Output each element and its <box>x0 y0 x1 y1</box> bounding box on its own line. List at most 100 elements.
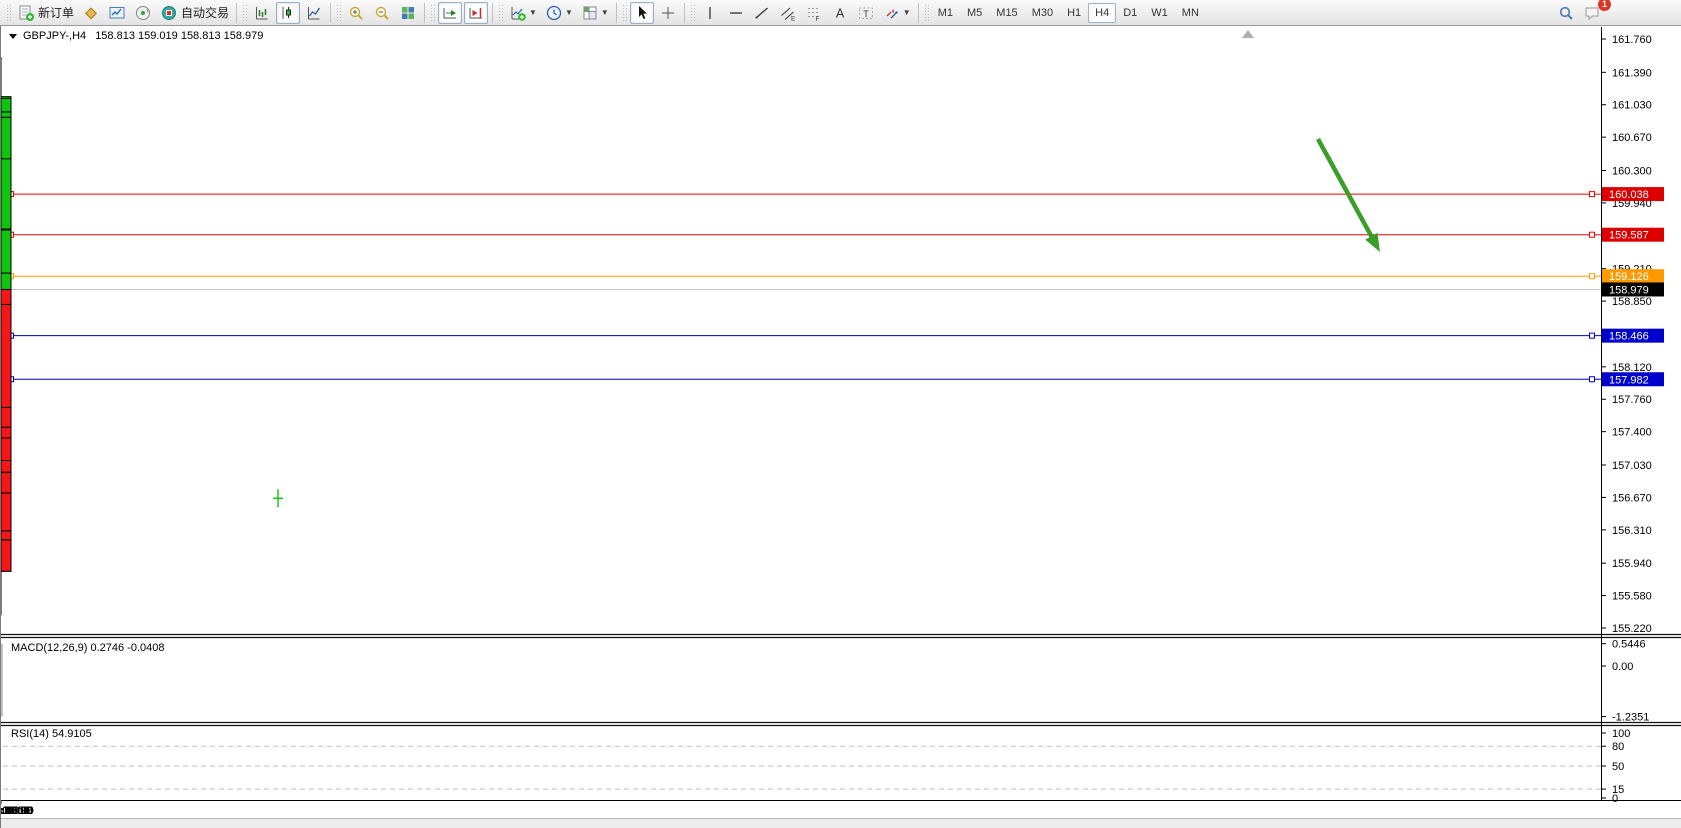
price-line-157.982[interactable] <box>3 376 1601 383</box>
candle-body <box>1 158 12 230</box>
svg-text:161.030: 161.030 <box>1612 100 1652 112</box>
svg-text:18 Jan 16:00: 18 Jan 16:00 <box>1 805 33 817</box>
profiles-icon <box>85 6 98 19</box>
horizontal-line-button[interactable] <box>724 2 748 24</box>
templates-button-dropdown-arrow[interactable]: ▼ <box>600 8 609 17</box>
trendline-button[interactable] <box>750 2 774 24</box>
text-button[interactable]: A <box>828 2 852 24</box>
auto-scroll-button[interactable] <box>438 1 463 24</box>
svg-text:157.760: 157.760 <box>1612 394 1652 406</box>
main-toolbar: 新订单 自动交易 ▼ ▼ ▼ E F A T ▼ M1 M5 M15 M30 H1 H4 D1 W1 MN 1 <box>0 0 1681 26</box>
svg-text:A: A <box>836 6 845 20</box>
periods-button-dropdown-arrow[interactable]: ▼ <box>564 8 573 17</box>
tile-windows-icon <box>402 6 415 19</box>
market-watch-icon <box>109 6 125 18</box>
price-line-159.126[interactable] <box>3 273 1601 280</box>
indicators-button-dropdown-arrow[interactable]: ▼ <box>529 8 537 17</box>
tile-windows-button[interactable] <box>396 2 420 24</box>
label-button[interactable]: T <box>854 2 878 24</box>
timeframe-m1[interactable]: M1 <box>937 6 953 19</box>
svg-text:12 Jan 16:00: 12 Jan 16:00 <box>1 805 33 817</box>
chart-shift-icon <box>469 7 483 18</box>
label-icon: T <box>858 7 873 19</box>
timeframe-w1[interactable]: W1 <box>1151 6 1168 19</box>
chart-shift-button[interactable] <box>464 1 489 24</box>
toolbar-separator <box>917 2 919 23</box>
auto-trading-button-label: 自动交易 <box>181 6 230 20</box>
timeframe-m15[interactable]: M15 <box>996 6 1018 19</box>
collapse-triangle-icon[interactable] <box>9 33 17 39</box>
svg-text:6 Jan 00:00: 6 Jan 00:00 <box>1 805 30 817</box>
price-line-158.466[interactable] <box>3 332 1601 339</box>
timeframe-h4[interactable]: H4 <box>1088 2 1117 23</box>
time-axis[interactable]: 29 Dec 202230 Dec 00:0030 Dec 16:003 Jan… <box>1 800 34 817</box>
vertical-line-button[interactable] <box>698 2 722 24</box>
cursor-button[interactable] <box>629 1 654 24</box>
svg-text:158.120: 158.120 <box>1612 362 1652 374</box>
rsi-indicator-label: RSI(14) 54.9105 <box>11 728 92 740</box>
timeframe-m5[interactable]: M5 <box>967 6 983 19</box>
navigator-icon <box>136 5 151 20</box>
candle-body <box>1 116 12 162</box>
price-axis[interactable]: 161.760161.390161.030160.670160.300159.9… <box>1601 34 1664 635</box>
bar-chart-button[interactable] <box>250 2 274 24</box>
timeframe-m30[interactable]: M30 <box>1031 6 1054 19</box>
notifications-button[interactable]: 1 <box>1580 0 1611 24</box>
candlestick-icon <box>282 6 292 19</box>
zoom-out-icon <box>375 6 389 20</box>
price-line-159.587[interactable] <box>3 231 1601 238</box>
search-button[interactable] <box>1554 2 1578 24</box>
candlesticks <box>1 57 12 616</box>
chat-icon <box>1585 7 1599 20</box>
svg-text:80: 80 <box>1612 741 1624 753</box>
price-line-160.038[interactable] <box>3 191 1601 198</box>
timeframe-h1[interactable]: H1 <box>1067 6 1082 19</box>
zoom-in-icon <box>349 6 363 20</box>
toolbar-drag-handle <box>430 3 436 22</box>
navigator-button[interactable] <box>131 2 155 24</box>
horizontal-line-objects <box>3 191 1601 383</box>
axis-badge-157.982: 157.982 <box>1602 372 1664 387</box>
indicators-button[interactable]: ▼ <box>506 2 540 24</box>
crosshair-button[interactable] <box>656 2 680 24</box>
auto-trading-button[interactable]: 自动交易 <box>157 2 232 24</box>
market-watch-button[interactable] <box>105 2 129 24</box>
svg-text:13 Jan 08:00: 13 Jan 08:00 <box>1 805 33 817</box>
toolbar-drag-handle <box>689 3 695 22</box>
arrows-icon <box>886 8 898 18</box>
fibonacci-button[interactable]: F <box>802 2 826 24</box>
svg-text:0: 0 <box>1612 793 1618 805</box>
trend-arrow[interactable] <box>1316 137 1380 252</box>
profiles-button[interactable] <box>79 2 103 24</box>
svg-text:161.390: 161.390 <box>1612 67 1652 79</box>
svg-text:9 Jan 08:00: 9 Jan 08:00 <box>1 805 30 817</box>
arrows-button[interactable]: ▼ <box>880 2 914 24</box>
templates-button[interactable]: ▼ <box>578 2 612 24</box>
svg-text:50: 50 <box>1612 761 1624 773</box>
timeframe-mn[interactable]: MN <box>1181 6 1199 19</box>
chart-window[interactable]: GBPJPY-,H4 158.813 159.019 158.813 158.9… <box>0 26 1681 828</box>
zoom-out-button[interactable] <box>370 2 394 24</box>
svg-text:30 Dec 16:00: 30 Dec 16:00 <box>1 805 34 817</box>
arrows-button-dropdown-arrow[interactable]: ▼ <box>902 8 911 17</box>
svg-text:3 Jan 08:00: 3 Jan 08:00 <box>1 805 30 817</box>
candle-body <box>1 229 12 274</box>
chart-canvas[interactable]: 161.760161.390161.030160.670160.300159.9… <box>1 26 1681 828</box>
svg-text:F: F <box>815 16 819 22</box>
candlestick-button[interactable] <box>276 1 301 24</box>
new-order-button[interactable]: 新订单 <box>14 2 77 24</box>
periods-button[interactable]: ▼ <box>542 2 576 24</box>
chart-title-bar: GBPJPY-,H4 158.813 159.019 158.813 158.9… <box>9 29 263 43</box>
candle-body <box>1 434 12 461</box>
zoom-in-button[interactable] <box>344 2 368 24</box>
axis-badge-159.587: 159.587 <box>1602 227 1664 242</box>
templates-icon <box>583 6 597 19</box>
auto-trading-icon <box>162 5 177 20</box>
channel-button[interactable]: E <box>776 2 800 24</box>
svg-text:-1.2351: -1.2351 <box>1612 712 1649 724</box>
line-chart-button[interactable] <box>302 2 326 24</box>
timeframe-d1[interactable]: D1 <box>1123 6 1138 19</box>
svg-text:100: 100 <box>1612 728 1630 740</box>
status-strip <box>1 818 1681 828</box>
